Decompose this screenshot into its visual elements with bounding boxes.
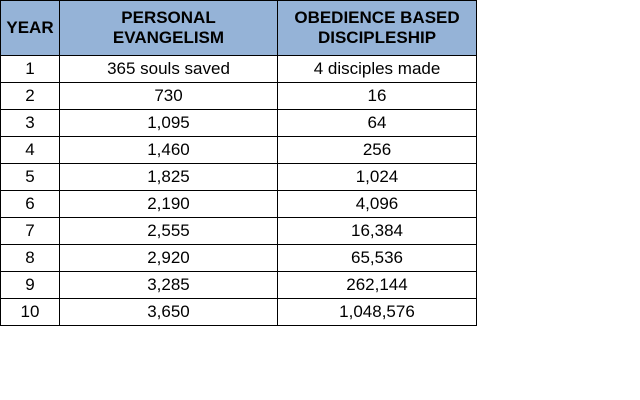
year-cell: 7 [0, 217, 60, 245]
personal-evangelism-cell: 3,650 [59, 298, 278, 326]
table-row: 9 3,285 262,144 [0, 271, 477, 299]
obedience-discipleship-cell: 65,536 [277, 244, 477, 272]
personal-evangelism-cell: 730 [59, 82, 278, 110]
header-obedience-line2: DISCIPLESHIP [317, 28, 437, 47]
personal-evangelism-cell: 2,920 [59, 244, 278, 272]
obedience-discipleship-cell: 64 [277, 109, 477, 137]
year-cell: 9 [0, 271, 60, 299]
header-personal-line2: EVANGELISM [112, 28, 225, 47]
header-row: YEAR PERSONAL EVANGELISM OBEDIENCE BASED… [0, 0, 477, 56]
personal-evangelism-cell: 3,285 [59, 271, 278, 299]
header-obedience-discipleship: OBEDIENCE BASED DISCIPLESHIP [277, 0, 477, 56]
year-cell: 6 [0, 190, 60, 218]
header-obedience-line1: OBEDIENCE BASED [294, 8, 460, 27]
table-row: 8 2,920 65,536 [0, 244, 477, 272]
year-cell: 2 [0, 82, 60, 110]
table-row: 5 1,825 1,024 [0, 163, 477, 191]
obedience-discipleship-cell: 262,144 [277, 271, 477, 299]
obedience-discipleship-cell: 1,024 [277, 163, 477, 191]
obedience-discipleship-cell: 16,384 [277, 217, 477, 245]
personal-evangelism-cell: 1,825 [59, 163, 278, 191]
obedience-discipleship-cell: 4,096 [277, 190, 477, 218]
personal-evangelism-cell: 365 souls saved [59, 55, 278, 83]
obedience-discipleship-cell: 1,048,576 [277, 298, 477, 326]
header-year-line1: YEAR [6, 18, 54, 37]
personal-evangelism-cell: 2,555 [59, 217, 278, 245]
year-cell: 1 [0, 55, 60, 83]
table-body: 1 365 souls saved 4 disciples made 2 730 16 3 1… [0, 55, 477, 326]
table-row: 6 2,190 4,096 [0, 190, 477, 218]
header-personal-line1: PERSONAL [121, 8, 216, 27]
year-cell: 3 [0, 109, 60, 137]
obedience-discipleship-cell: 4 disciples made [277, 55, 477, 83]
year-cell: 5 [0, 163, 60, 191]
obedience-discipleship-cell: 16 [277, 82, 477, 110]
table-row: 1 365 souls saved 4 disciples made [0, 55, 477, 83]
table-row: 3 1,095 64 [0, 109, 477, 137]
year-cell: 4 [0, 136, 60, 164]
table-row: 2 730 16 [0, 82, 477, 110]
table-row: 10 3,650 1,048,576 [0, 298, 477, 326]
table-row: 7 2,555 16,384 [0, 217, 477, 245]
year-cell: 10 [0, 298, 60, 326]
personal-evangelism-cell: 1,460 [59, 136, 278, 164]
personal-evangelism-cell: 2,190 [59, 190, 278, 218]
table-row: 4 1,460 256 [0, 136, 477, 164]
comparison-table: YEAR PERSONAL EVANGELISM OBEDIENCE BASED… [0, 0, 477, 326]
year-cell: 8 [0, 244, 60, 272]
obedience-discipleship-cell: 256 [277, 136, 477, 164]
personal-evangelism-cell: 1,095 [59, 109, 278, 137]
header-year: YEAR [0, 0, 60, 56]
header-personal-evangelism: PERSONAL EVANGELISM [59, 0, 278, 56]
